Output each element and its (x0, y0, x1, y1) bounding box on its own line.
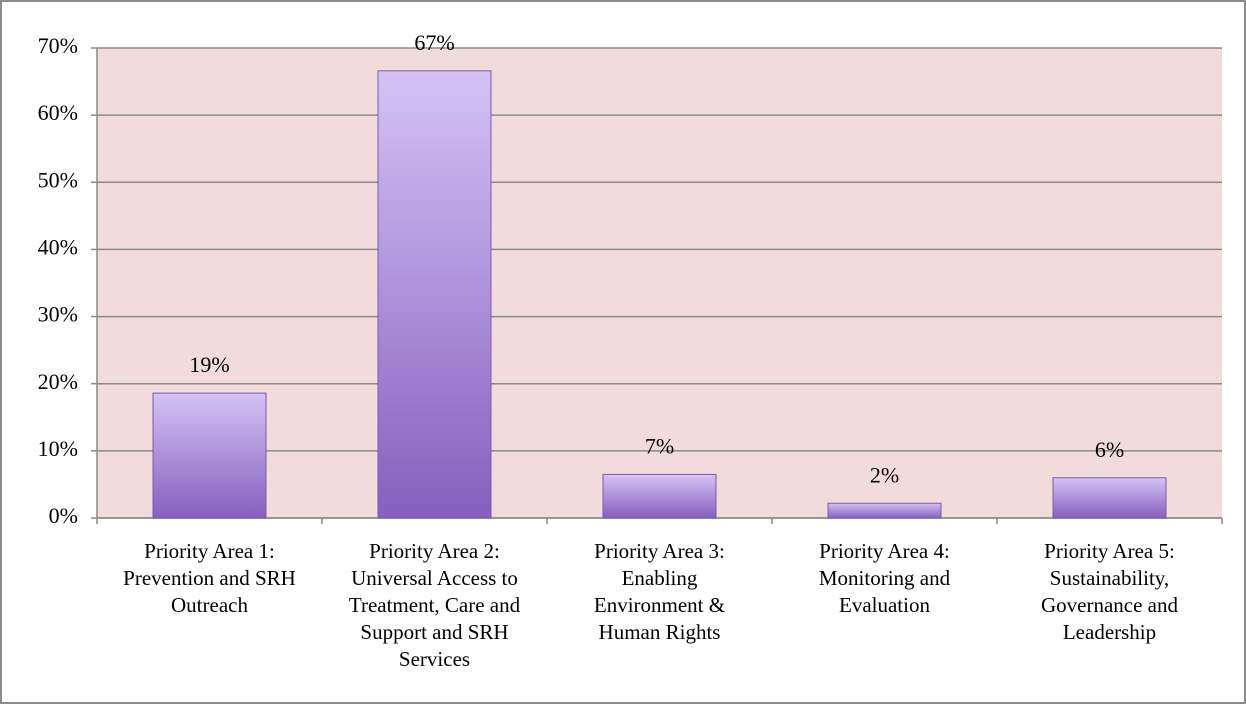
data-label: 7% (645, 433, 674, 458)
bar (602, 473, 717, 519)
plot-area (97, 48, 1222, 518)
y-tick-label: 0% (49, 503, 78, 528)
data-label: 6% (1095, 437, 1124, 462)
y-tick-label: 70% (38, 33, 78, 58)
data-label: 19% (189, 352, 229, 377)
y-tick-label: 20% (38, 369, 78, 394)
bar (1052, 477, 1167, 519)
x-tick-label: Priority Area 2: Universal Access to Tre… (348, 539, 521, 671)
y-tick-label: 40% (38, 234, 78, 259)
data-label: 2% (870, 462, 899, 487)
x-tick-label: Priority Area 5: Sustainability, Governa… (1040, 539, 1178, 644)
data-label: 67% (414, 30, 454, 55)
bar (827, 502, 942, 519)
y-tick-label: 50% (38, 167, 78, 192)
bar (152, 392, 267, 519)
x-tick-label: Priority Area 4: Monitoring and Evaluati… (818, 539, 951, 617)
bar (377, 70, 492, 519)
y-tick-label: 10% (38, 436, 78, 461)
x-tick-label: Priority Area 3: Enabling Environment & … (593, 539, 726, 644)
x-tick-label: Priority Area 1: Prevention and SRH Outr… (123, 539, 296, 617)
y-tick-label: 60% (38, 100, 78, 125)
y-tick-label: 30% (38, 302, 78, 327)
